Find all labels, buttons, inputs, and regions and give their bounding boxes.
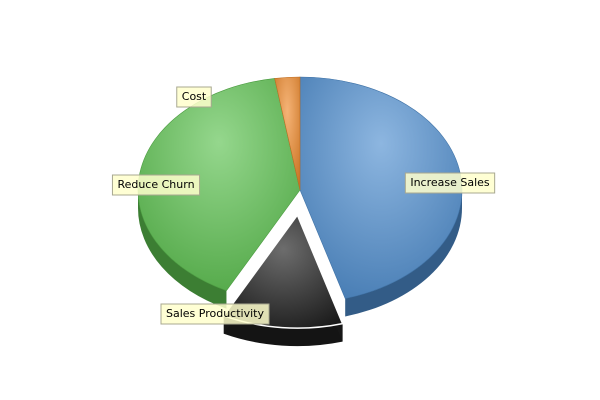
slice-side-increase-sales bbox=[345, 190, 462, 317]
slice-side-reduce-churn bbox=[138, 190, 227, 309]
slice-reduce-churn[interactable] bbox=[137, 78, 301, 292]
label-text-sales-productivity: Sales Productivity bbox=[166, 307, 264, 320]
labels-layer: Increase Sales Sales Productivity Reduce C… bbox=[111, 86, 496, 325]
label-box-cost bbox=[176, 86, 212, 108]
label-box-sales-productivity bbox=[160, 303, 270, 325]
label-reduce-churn: Reduce Churn bbox=[111, 174, 201, 196]
slice-side-sales-productivity bbox=[223, 315, 343, 347]
slices-layer bbox=[137, 76, 463, 347]
label-text-cost: Cost bbox=[182, 90, 207, 103]
label-text-reduce-churn: Reduce Churn bbox=[117, 178, 194, 191]
label-increase-sales: Increase Sales bbox=[404, 172, 496, 194]
label-box-reduce-churn bbox=[111, 174, 201, 196]
label-text-increase-sales: Increase Sales bbox=[410, 176, 490, 189]
slice-cost[interactable] bbox=[274, 76, 301, 191]
label-sales-productivity: Sales Productivity bbox=[160, 303, 270, 325]
label-box-increase-sales bbox=[404, 172, 496, 194]
label-cost: Cost bbox=[176, 86, 212, 108]
